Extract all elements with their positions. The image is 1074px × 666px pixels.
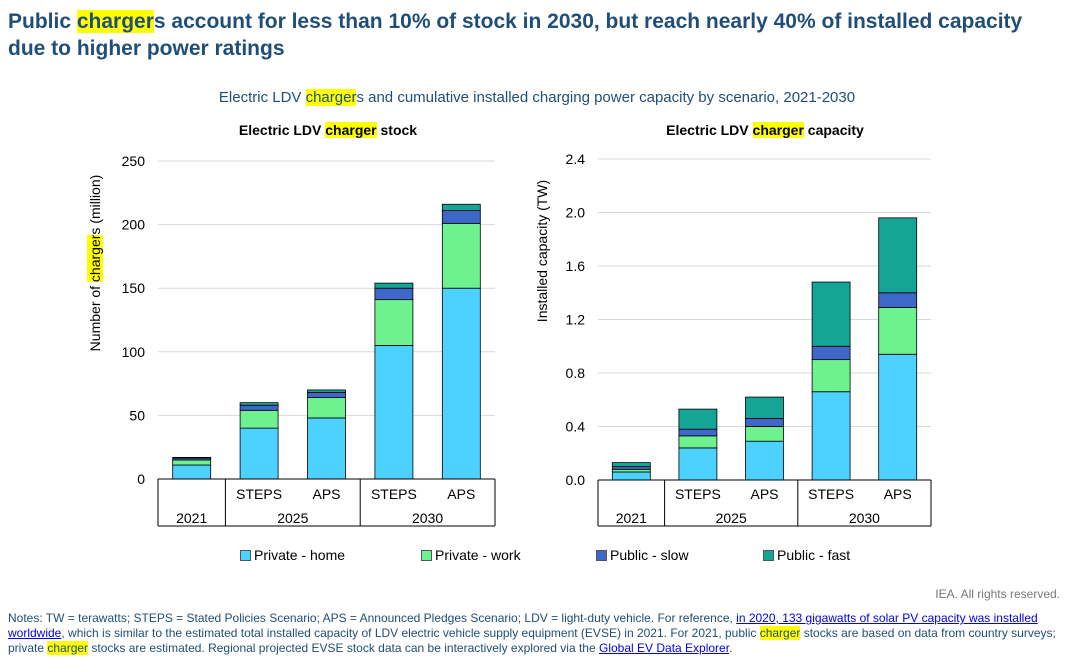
- bar-segment: [878, 292, 918, 308]
- bar-segment: [878, 217, 918, 294]
- x-group-label: 2021: [176, 510, 207, 526]
- x-tick-label: STEPS: [675, 486, 721, 502]
- bar-segment: [811, 391, 851, 481]
- bar-segment: [745, 396, 784, 419]
- chart-subtitle: Electric LDV chargers and cumulative ins…: [218, 89, 856, 106]
- legend-swatch: [763, 549, 774, 561]
- y-tick-label: 50: [129, 407, 145, 423]
- x-group-label: 2025: [277, 510, 308, 526]
- bar-segment: [307, 389, 346, 393]
- x-tick-label: APS: [312, 486, 340, 502]
- bar-segment: [811, 359, 851, 393]
- bar-segment: [611, 466, 651, 470]
- stock-chart-title: Electric LDV charger stock: [238, 122, 418, 138]
- x-group-label: 2021: [616, 510, 647, 526]
- y-tick-label: 1.2: [566, 312, 586, 328]
- bar-segment: [745, 418, 784, 427]
- bar-segment: [307, 417, 346, 480]
- solar-pv-link[interactable]: in 2020, 133 gigawatts of solar PV capac…: [8, 611, 1038, 640]
- x-tick-label: APS: [750, 486, 778, 502]
- x-tick-label: STEPS: [371, 486, 417, 502]
- bar-segment: [441, 203, 481, 212]
- y-tick-label: 0.4: [566, 419, 586, 435]
- legend-swatch: [596, 549, 607, 561]
- bar-segment: [374, 299, 414, 346]
- bar-segment: [811, 281, 851, 347]
- copyright-notice: IEA. All rights reserved.: [935, 587, 1060, 601]
- bar-segment: [678, 408, 718, 430]
- y-tick-label: 200: [122, 217, 146, 233]
- legend-item-public-slow: Public - slow: [596, 547, 689, 563]
- bar-segment: [239, 404, 279, 411]
- bar-segment: [745, 426, 784, 442]
- bar-segment: [239, 409, 279, 429]
- bar-segment: [172, 464, 212, 480]
- bar-segment: [678, 428, 718, 437]
- capacity-chart-title: Electric LDV charger capacity: [666, 122, 864, 138]
- charts-canvas: 0 50 100 150 200 250 2021 2025 2030 STEPS APS STEPS…: [122, 151, 932, 527]
- legend-item-private-work: Private - work: [421, 547, 521, 563]
- bar-segment: [811, 345, 851, 361]
- x-tick-label: APS: [447, 486, 475, 502]
- bar-segment: [878, 353, 918, 481]
- x-group-label: 2030: [412, 510, 443, 526]
- bar-segment: [441, 287, 481, 480]
- highlighted-word: charger: [305, 89, 357, 106]
- y-tick-label: 150: [122, 280, 146, 296]
- ev-data-explorer-link[interactable]: Global EV Data Explorer: [598, 641, 730, 655]
- bar-segment: [374, 345, 414, 480]
- legend-swatch: [421, 549, 432, 561]
- legend-item-public-fast: Public - fast: [763, 547, 850, 563]
- y-tick-label: 0: [137, 471, 145, 487]
- bar-segment: [611, 471, 651, 481]
- y-tick-label: 250: [122, 153, 146, 169]
- bar-segment: [374, 282, 414, 289]
- legend-item-private-home: Private - home: [240, 547, 345, 563]
- y-tick-label: 2.0: [566, 205, 586, 221]
- x-group-label: 2030: [849, 510, 880, 526]
- x-tick-label: STEPS: [236, 486, 282, 502]
- bar-segment: [239, 427, 279, 480]
- legend-swatch: [240, 549, 251, 561]
- bar-segment: [678, 435, 718, 449]
- bar-segment: [172, 456, 212, 459]
- bar-segment: [441, 210, 481, 224]
- x-group-label: 2025: [716, 510, 747, 526]
- x-tick-label: APS: [884, 486, 912, 502]
- page-title: Public chargers account for less than 10…: [8, 10, 1023, 60]
- bar-segment: [611, 468, 651, 473]
- legend: Private - home Private - work Public - s…: [0, 547, 1074, 567]
- y-tick-label: 0.8: [566, 365, 586, 381]
- bar-segment: [878, 307, 918, 355]
- notes: Notes: TW = terawatts; STEPS = Stated Po…: [8, 611, 1056, 655]
- bar-segment: [745, 440, 784, 481]
- highlighted-word: charger: [76, 10, 154, 33]
- x-tick-label: STEPS: [808, 486, 854, 502]
- bar-segment: [307, 392, 346, 398]
- bar-segment: [441, 222, 481, 289]
- bar-segment: [678, 447, 718, 481]
- bar-segment: [307, 397, 346, 419]
- y-tick-label: 100: [122, 344, 146, 360]
- bar-segment: [239, 402, 279, 406]
- y-tick-label: 1.6: [566, 258, 586, 274]
- bar-segment: [611, 462, 651, 468]
- y-tick-label: 0.0: [566, 472, 586, 488]
- bar-segment: [172, 459, 212, 466]
- bar-segment: [374, 287, 414, 301]
- y-tick-label: 2.4: [566, 151, 586, 167]
